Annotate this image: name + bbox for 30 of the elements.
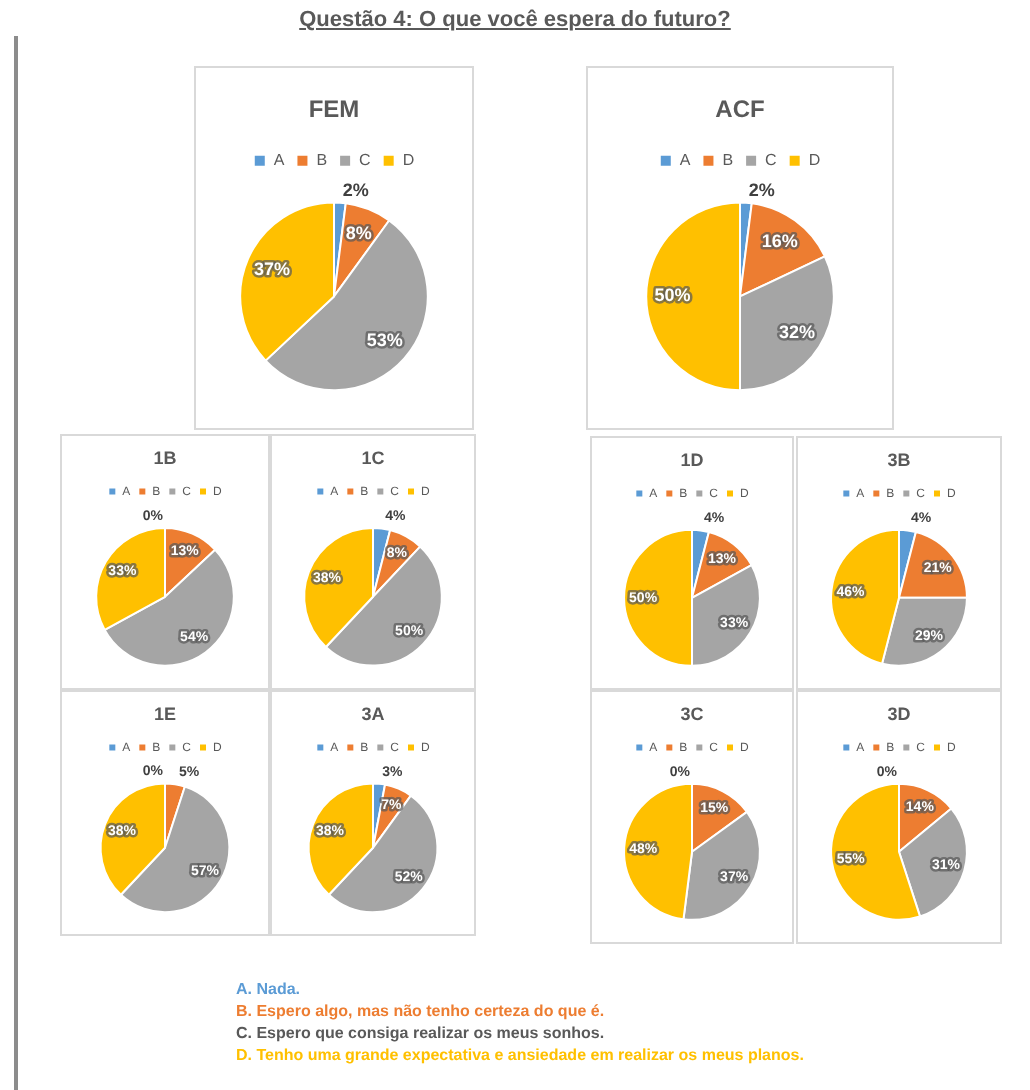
- chart-title: 3A: [361, 703, 386, 724]
- text: Questão 4: O que você espera do futuro?: [297, 8, 733, 32]
- data-label: 37%: [254, 258, 291, 279]
- data-label: 2%: [342, 179, 369, 200]
- data-label: 8%: [345, 222, 372, 243]
- text: A. Nada.: [236, 978, 303, 1000]
- chart-title: 1C: [361, 447, 386, 468]
- legend-label: C: [359, 151, 372, 170]
- chart-title: 1D: [680, 449, 705, 470]
- text: D. Tenho uma grande expectativa e ansiedade em realizar os meus planos.: [236, 1044, 804, 1066]
- legend-label: D: [808, 151, 821, 170]
- chart-title: 3D: [887, 703, 912, 724]
- data-label: 53%: [366, 330, 403, 351]
- chart-title: FEM: [308, 95, 360, 124]
- chart-title: 1E: [153, 703, 177, 724]
- legend-label: C: [765, 151, 778, 170]
- legend-label: B: [316, 151, 328, 170]
- legend-label: B: [722, 151, 734, 170]
- data-label: 50%: [654, 285, 691, 306]
- text: B. Espero algo, mas não tenho certeza do que é.: [236, 1000, 607, 1022]
- chart-title: ACF: [715, 95, 765, 124]
- text: C. Espero que consiga realizar os meus sonhos.: [236, 1022, 607, 1044]
- data-label: 2%: [748, 179, 775, 200]
- data-label: 16%: [761, 230, 798, 251]
- chart-title: 3C: [680, 703, 705, 724]
- legend-label: A: [679, 151, 692, 170]
- chart-title: 1B: [153, 447, 178, 468]
- chart-title: 3B: [887, 449, 912, 470]
- legend-label: A: [273, 151, 286, 170]
- legend-label: D: [402, 151, 415, 170]
